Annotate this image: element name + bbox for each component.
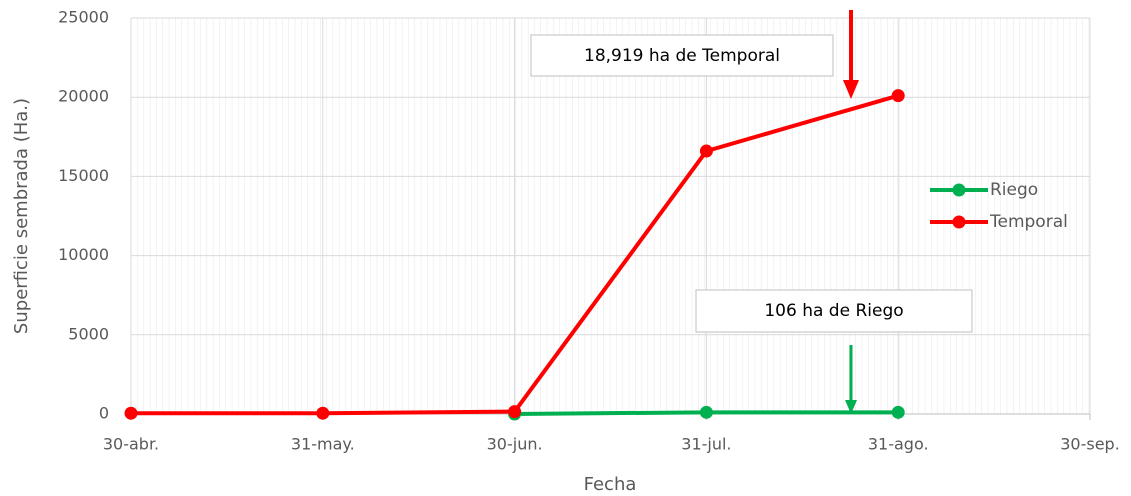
annotation: 18,919 ha de Temporal (584, 46, 780, 66)
annotation: 106 ha de Riego (764, 301, 903, 321)
data-point (124, 406, 138, 420)
data-point (891, 405, 905, 419)
data-point (316, 406, 330, 420)
legend-swatch (952, 183, 966, 197)
data-point (508, 405, 522, 419)
y-tick-label: 0 (99, 404, 109, 423)
data-point (891, 89, 905, 103)
data-point (699, 144, 713, 158)
x-tick-label: 31-jul. (681, 435, 731, 454)
y-tick-label: 15000 (58, 166, 109, 185)
x-tick-label: 30-sep. (1060, 435, 1120, 454)
annotation-arrowhead (843, 80, 859, 99)
legend-label: Temporal (989, 212, 1068, 232)
minor-grid (131, 18, 1090, 414)
y-tick-label: 25000 (58, 8, 109, 27)
annotation-arrowhead (845, 400, 857, 414)
x-tick-label: 30-abr. (103, 435, 159, 454)
y-tick-label: 5000 (68, 324, 109, 343)
data-point (699, 405, 713, 419)
legend-label: Riego (990, 180, 1038, 200)
y-tick-label: 20000 (58, 87, 109, 106)
y-axis-label: Superficie sembrada (Ha.) (11, 98, 32, 334)
annotation-box (695, 289, 973, 333)
x-tick-label: 31-may. (291, 435, 355, 454)
x-tick-label: 31-ago. (868, 435, 929, 454)
y-tick-label: 10000 (58, 245, 109, 264)
x-axis-label: Fecha (584, 474, 637, 495)
annotation-box (530, 34, 834, 77)
x-tick-label: 30-jun. (487, 435, 543, 454)
legend-swatch (952, 215, 966, 229)
